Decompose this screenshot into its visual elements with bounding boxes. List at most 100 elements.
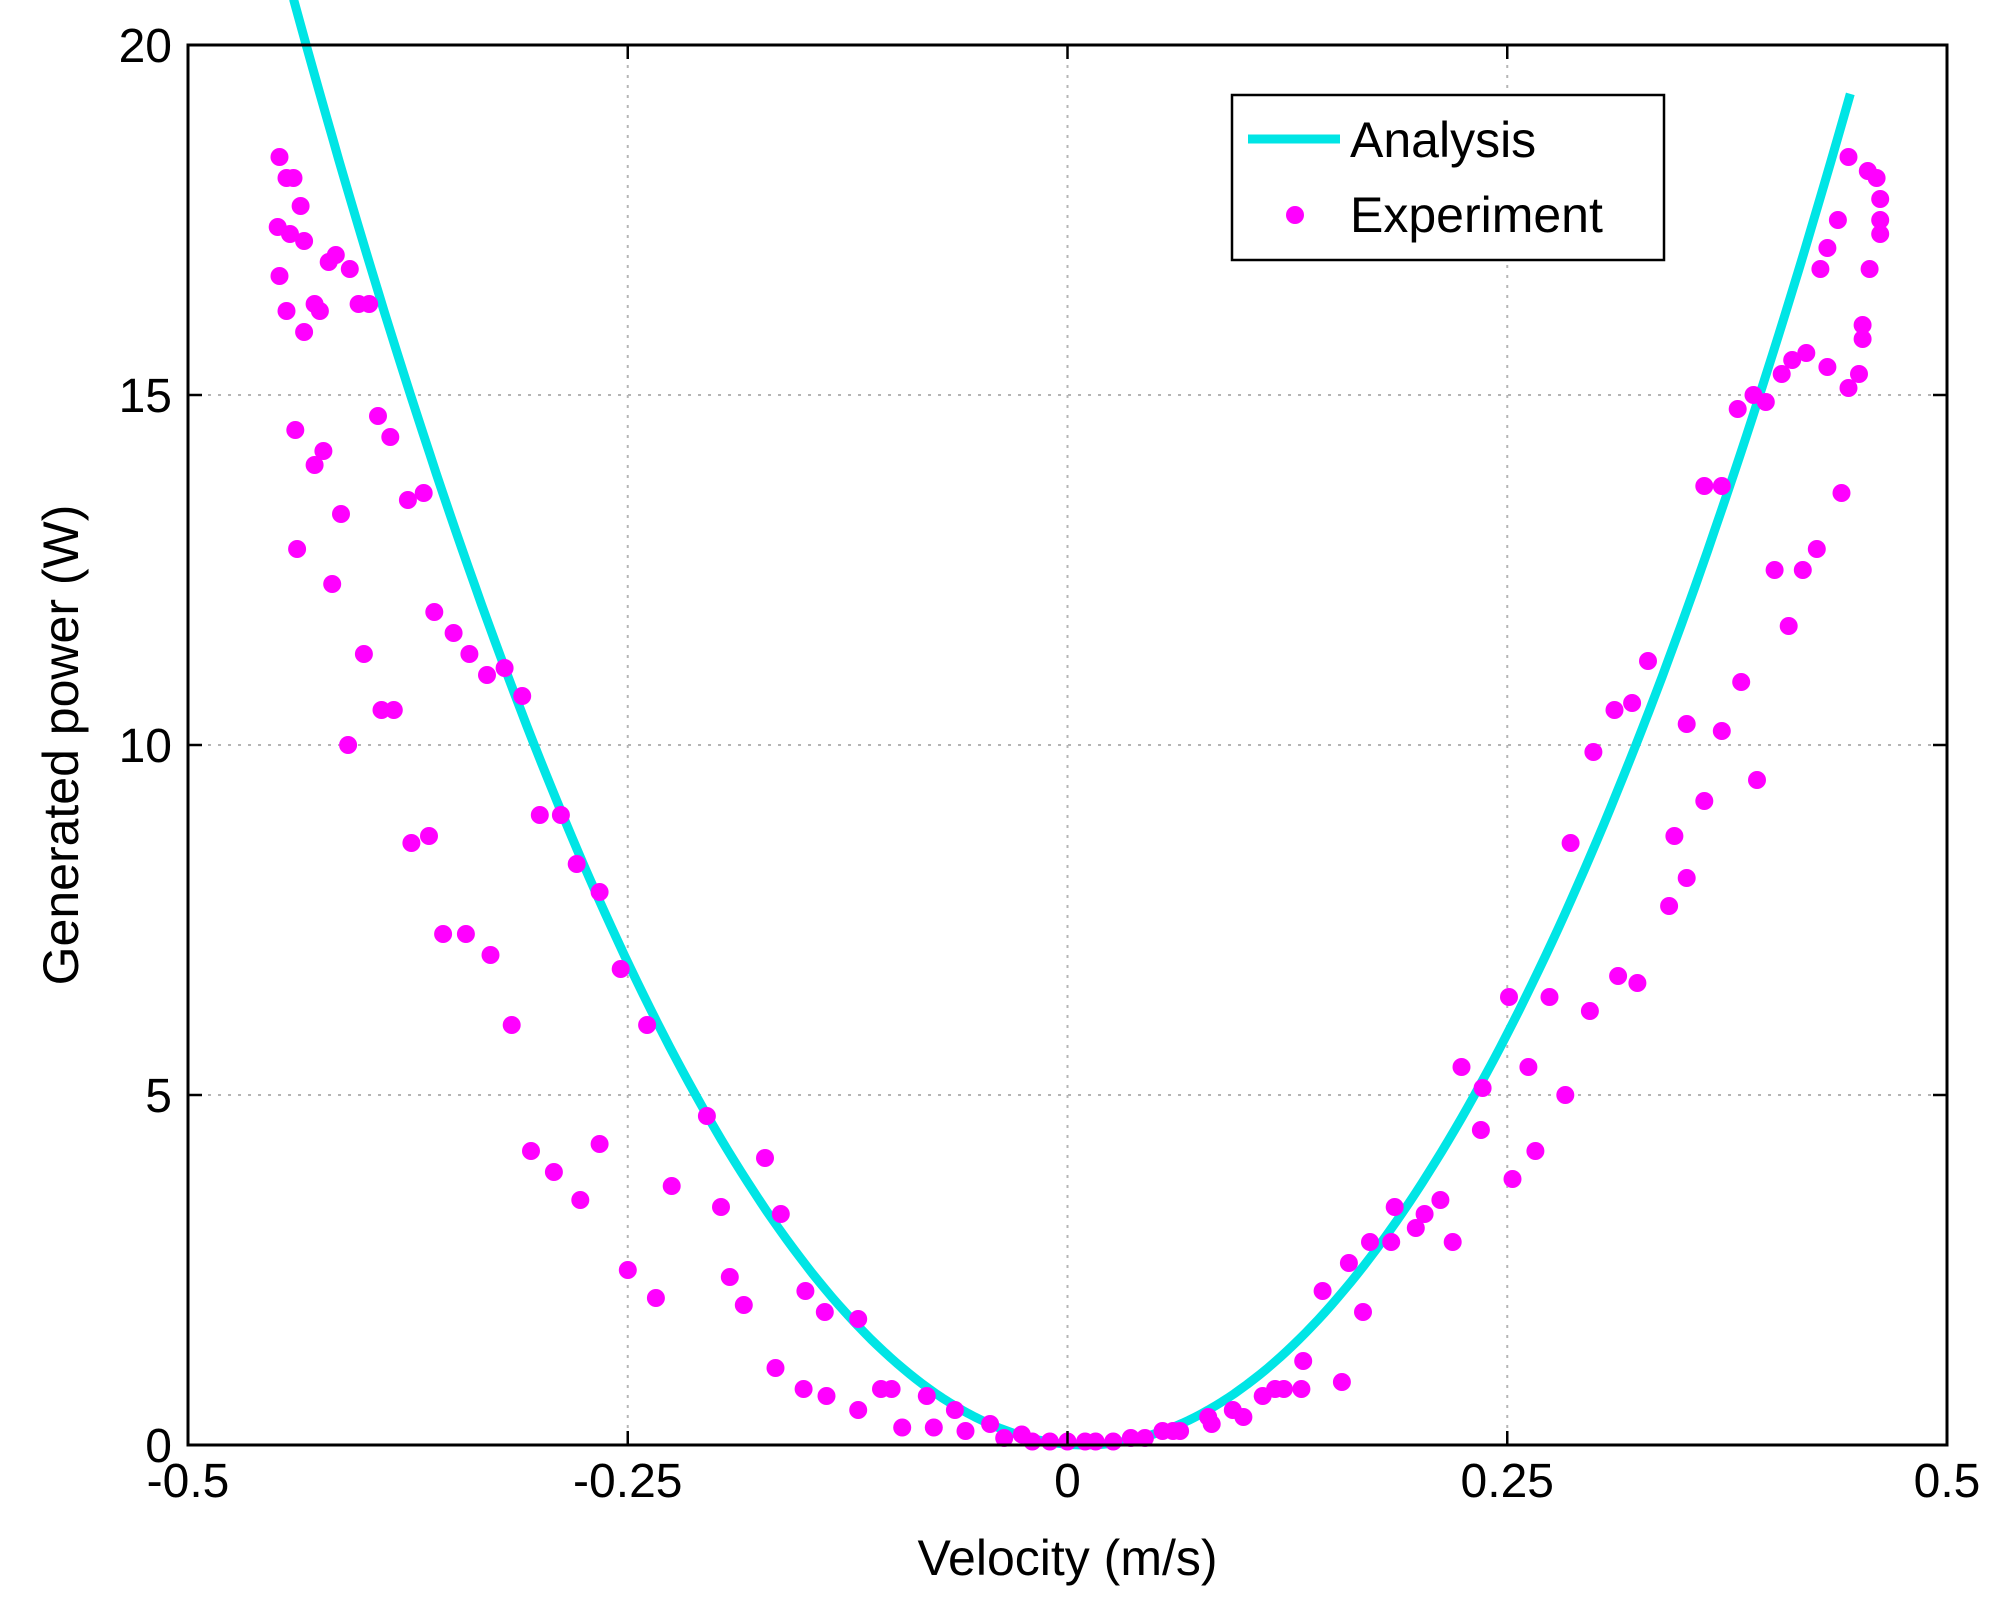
experiment-point: [495, 659, 514, 677]
experiment-point: [444, 624, 463, 642]
experiment-point: [1623, 694, 1642, 712]
experiment-point: [339, 736, 358, 754]
experiment-point: [1728, 400, 1747, 418]
experiment-point: [1765, 561, 1784, 579]
experiment-point: [1503, 1170, 1522, 1188]
experiment-point: [414, 484, 433, 502]
experiment-point: [1605, 701, 1624, 719]
experiment-point: [332, 505, 350, 523]
experiment-point: [794, 1380, 813, 1398]
experiment-point: [277, 302, 296, 320]
experiment-point: [551, 806, 570, 824]
experiment-point: [945, 1401, 964, 1419]
experiment-point: [1811, 260, 1830, 278]
experiment-point: [1871, 190, 1890, 208]
experiment-point: [1086, 1432, 1105, 1451]
x-tick-label: 0.5: [1914, 1455, 1981, 1508]
experiment-point: [1274, 1380, 1293, 1398]
experiment-point: [522, 1142, 540, 1160]
experiment-point: [618, 1261, 637, 1279]
y-tick-label: 20: [119, 20, 172, 73]
experiment-point: [1406, 1219, 1425, 1237]
legend-analysis-label: Analysis: [1350, 112, 1536, 168]
experiment-point: [1839, 379, 1858, 397]
experiment-point: [1385, 1198, 1404, 1216]
experiment-point: [1832, 484, 1851, 502]
experiment-point: [1860, 260, 1879, 278]
experiment-point: [456, 925, 475, 943]
experiment-point: [1748, 771, 1766, 789]
experiment-point: [544, 1163, 563, 1181]
y-tick-label: 0: [145, 1420, 172, 1473]
experiment-point: [270, 148, 289, 166]
experiment-point: [1871, 211, 1890, 229]
experiment-point: [402, 834, 421, 852]
experiment-point: [1332, 1373, 1351, 1391]
experiment-point: [893, 1418, 912, 1437]
experiment-point: [1382, 1233, 1401, 1251]
experiment-point: [590, 1135, 609, 1153]
experiment-point: [434, 925, 453, 943]
experiment-point: [1695, 792, 1714, 810]
experiment-point: [460, 645, 479, 663]
experiment-point: [1121, 1429, 1140, 1447]
x-tick-label: -0.25: [573, 1455, 682, 1508]
experiment-point: [310, 302, 329, 320]
experiment-point: [478, 666, 496, 684]
experiment-point: [1361, 1233, 1379, 1251]
experiment-point: [734, 1296, 753, 1314]
experiment-point: [384, 701, 403, 719]
experiment-point: [1171, 1422, 1190, 1440]
experiment-point: [284, 169, 303, 187]
experiment-point: [662, 1177, 681, 1195]
experiment-point: [1772, 365, 1791, 383]
experiment-point: [924, 1418, 943, 1437]
experiment-point: [425, 603, 444, 621]
experiment-point: [1867, 169, 1886, 187]
experiment-point: [1818, 239, 1837, 257]
experiment-point: [1452, 1058, 1471, 1076]
x-axis-label: Velocity (m/s): [917, 1530, 1217, 1586]
experiment-point: [1561, 834, 1580, 852]
experiment-point: [1556, 1086, 1575, 1104]
experiment-point: [1793, 561, 1812, 579]
experiment-point: [1695, 477, 1714, 495]
experiment-point: [340, 260, 359, 278]
experiment-point: [611, 960, 630, 978]
experiment-point: [817, 1387, 836, 1405]
experiment-point: [712, 1198, 730, 1216]
experiment-point: [590, 883, 609, 901]
experiment-point: [720, 1268, 739, 1286]
experiment-point: [1313, 1282, 1332, 1300]
legend-box: [1230, 93, 1666, 262]
experiment-point: [1294, 1352, 1313, 1370]
experiment-point: [1202, 1415, 1221, 1433]
experiment-point: [1339, 1254, 1358, 1272]
experiment-point: [1415, 1205, 1434, 1223]
experiment-point: [369, 407, 387, 425]
experiment-point: [766, 1359, 785, 1377]
experiment-point: [815, 1303, 834, 1321]
experiment-point: [1853, 330, 1872, 348]
experiment-point: [1712, 722, 1731, 740]
experiment-point: [1135, 1429, 1154, 1447]
experiment-point: [1732, 673, 1751, 691]
experiment-point: [646, 1289, 665, 1307]
experiment-point: [1354, 1303, 1372, 1321]
legend-experiment-swatch: [1286, 206, 1304, 224]
experiment-point: [1628, 974, 1647, 992]
experiment-point: [771, 1205, 790, 1223]
experiment-point: [1756, 393, 1775, 411]
experiment-point: [1519, 1058, 1538, 1076]
experiment-point: [1639, 652, 1657, 670]
experiment-point: [530, 806, 549, 824]
experiment-point: [305, 456, 324, 474]
x-tick-label: 0.25: [1461, 1455, 1554, 1508]
experiment-point: [1234, 1408, 1253, 1426]
experiment-point: [1431, 1191, 1450, 1209]
experiment-point: [1584, 743, 1603, 761]
experiment-point: [513, 687, 532, 705]
experiment-point: [314, 442, 333, 460]
experiment-point: [697, 1107, 716, 1125]
experiment-point: [1540, 988, 1559, 1006]
